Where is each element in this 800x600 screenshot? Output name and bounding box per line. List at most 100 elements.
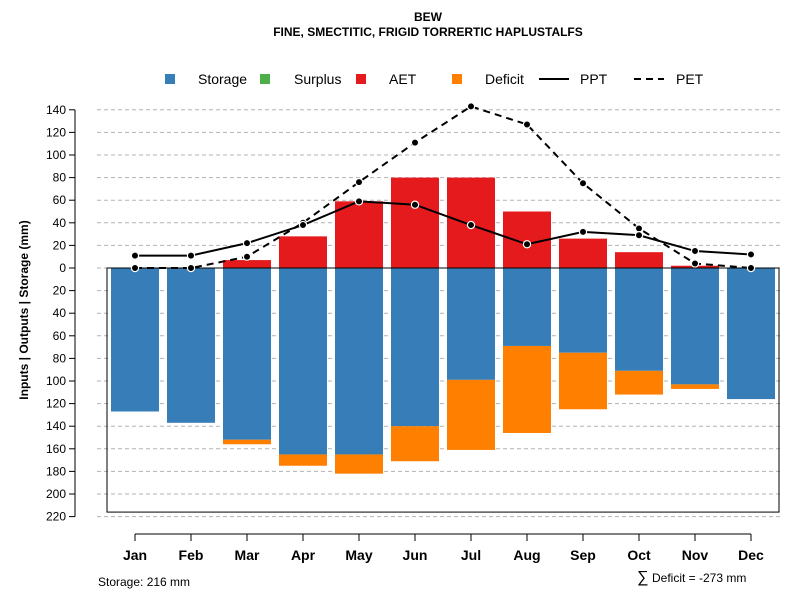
legend-label-ppt: PPT xyxy=(580,71,608,87)
y-tick-label: 120 xyxy=(46,397,66,411)
plot-frame xyxy=(106,267,780,513)
bar-deficit-sep xyxy=(559,352,607,410)
point-ppt-nov xyxy=(690,246,700,256)
legend-label-storage: Storage xyxy=(198,71,247,87)
bar-storage-jul xyxy=(447,268,495,380)
y-tick-label: 80 xyxy=(53,171,67,185)
bar-aet-sep xyxy=(559,238,607,268)
y-tick-label: 20 xyxy=(53,284,67,298)
x-tick-label-nov: Nov xyxy=(682,547,709,563)
point-ppt-apr xyxy=(298,220,308,230)
bar-deficit-apr xyxy=(279,454,327,466)
legend-swatch-storage xyxy=(165,74,175,84)
x-tick-label-feb: Feb xyxy=(179,547,204,563)
bar-aet-mar xyxy=(223,260,271,268)
y-tick-label: 60 xyxy=(53,193,67,207)
bar-aet-apr xyxy=(279,236,327,268)
y-tick-label: 160 xyxy=(46,442,66,456)
y-tick-label: 100 xyxy=(46,148,66,162)
y-tick-label: 120 xyxy=(46,125,66,139)
point-pet-sep xyxy=(578,179,588,188)
bar-storage-oct xyxy=(615,268,663,371)
y-tick-label: 140 xyxy=(46,103,66,117)
point-pet-jan xyxy=(130,263,140,273)
point-ppt-may xyxy=(354,197,364,206)
x-tick-label-may: May xyxy=(345,547,372,563)
legend: Storage Surplus AET Deficit PPT PET xyxy=(165,71,704,87)
bar-storage-sep xyxy=(559,268,607,353)
point-pet-feb xyxy=(186,263,196,273)
line-ppt xyxy=(135,200,752,257)
point-ppt-jul xyxy=(466,220,476,230)
point-pet-dec xyxy=(746,263,756,273)
bar-storage-nov xyxy=(671,268,719,385)
bar-storage-dec xyxy=(727,268,775,400)
bar-storage-mar xyxy=(223,268,271,440)
y-axis: 1401201008060402002040608010012014016018… xyxy=(46,103,76,524)
point-ppt-feb xyxy=(186,251,196,260)
storage-summary: Storage: 216 mm xyxy=(98,575,190,589)
bar-storage-jan xyxy=(111,268,159,412)
y-tick-label: 60 xyxy=(53,329,67,343)
storage-capacity-box xyxy=(106,267,780,513)
y-tick-label: 140 xyxy=(46,419,66,433)
bar-storage-feb xyxy=(167,268,215,423)
bar-deficit-aug xyxy=(503,345,551,433)
bar-storage-aug xyxy=(503,268,551,346)
point-ppt-dec xyxy=(746,250,756,259)
legend-label-aet: AET xyxy=(389,71,417,87)
legend-swatch-aet xyxy=(356,74,366,84)
legend-label-pet: PET xyxy=(676,71,704,87)
y-tick-label: 180 xyxy=(46,464,66,478)
bar-aet-jun xyxy=(391,177,439,268)
y-tick-label: 220 xyxy=(46,510,66,524)
bar-storage-may xyxy=(335,268,383,455)
x-tick-label-sep: Sep xyxy=(570,547,596,563)
bar-deficit-jun xyxy=(391,426,439,462)
y-tick-label: 40 xyxy=(53,306,67,320)
legend-swatch-surplus xyxy=(260,74,270,84)
point-pet-aug xyxy=(522,120,532,129)
point-ppt-mar xyxy=(242,238,252,248)
y-tick-label: 20 xyxy=(53,238,67,252)
lines-group xyxy=(130,102,756,273)
line-pet xyxy=(135,105,752,269)
x-tick-label-jun: Jun xyxy=(403,547,428,563)
point-ppt-sep xyxy=(578,227,588,237)
point-pet-nov xyxy=(690,259,700,268)
bar-deficit-jul xyxy=(447,379,495,450)
point-pet-mar xyxy=(242,252,252,261)
bar-storage-jun xyxy=(391,268,439,427)
point-ppt-jan xyxy=(130,251,140,260)
point-pet-jul xyxy=(466,102,476,111)
point-ppt-aug xyxy=(522,240,532,249)
legend-label-surplus: Surplus xyxy=(294,71,341,87)
legend-label-deficit: Deficit xyxy=(485,71,524,87)
y-tick-label: 0 xyxy=(59,261,66,275)
bar-aet-may xyxy=(335,201,383,268)
x-tick-label-oct: Oct xyxy=(627,547,651,563)
y-tick-label: 100 xyxy=(46,374,66,388)
point-pet-oct xyxy=(634,224,644,233)
x-tick-label-mar: Mar xyxy=(235,547,260,563)
chart-title: BEW xyxy=(414,10,443,24)
point-pet-jun xyxy=(410,138,420,147)
y-axis-label: Inputs | Outputs | Storage (mm) xyxy=(17,220,31,399)
chart-subtitle: FINE, SMECTITIC, FRIGID TORRERTIC HAPLUS… xyxy=(273,25,583,39)
bar-deficit-nov xyxy=(671,384,719,389)
bar-aet-oct xyxy=(615,252,663,268)
x-tick-label-aug: Aug xyxy=(513,547,540,563)
point-pet-may xyxy=(354,177,364,187)
deficit-summary: Deficit = -273 mm xyxy=(652,571,746,585)
bar-deficit-oct xyxy=(615,370,663,395)
point-ppt-oct xyxy=(634,231,644,240)
bar-deficit-mar xyxy=(223,439,271,445)
point-ppt-jun xyxy=(410,200,420,209)
x-tick-label-jul: Jul xyxy=(461,547,481,563)
bars-group xyxy=(111,177,775,474)
legend-swatch-deficit xyxy=(452,74,462,84)
y-tick-label: 80 xyxy=(53,351,67,365)
bar-storage-apr xyxy=(279,268,327,455)
deficit-sum-symbol: ∑ xyxy=(637,569,648,586)
